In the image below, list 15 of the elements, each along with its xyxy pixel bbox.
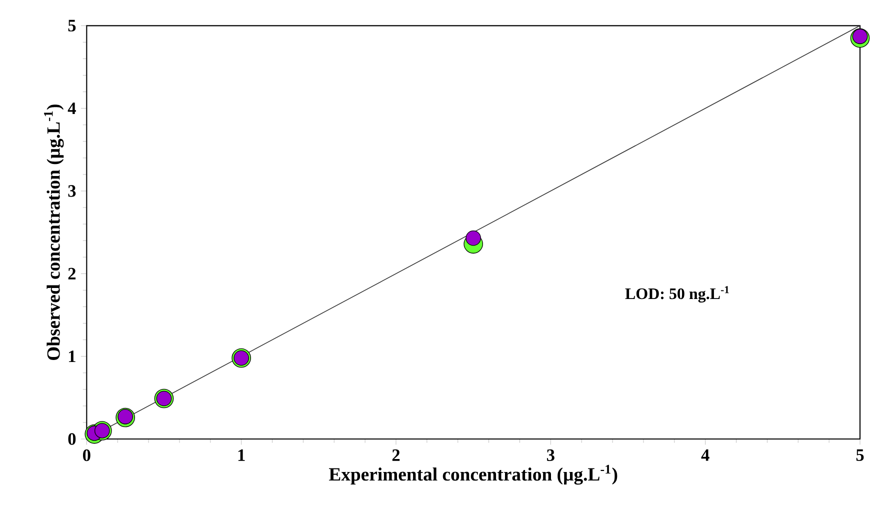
x-axis-title: Experimental concentration (µg.L$^{-1}$) xyxy=(329,464,618,485)
x-tick-label: 2 xyxy=(392,449,400,461)
y-axis-title: Observed concentration (µg.L$^{-1}$) xyxy=(44,104,64,360)
y-tick-label: 1 xyxy=(68,350,76,362)
y-tick-label: 5 xyxy=(68,20,76,32)
x-tick-label: 5 xyxy=(856,449,864,461)
x-tick-label: 0 xyxy=(83,449,90,462)
y-tick-label: 2 xyxy=(68,268,76,280)
x-tick-label: 3 xyxy=(546,449,554,462)
annotation: LOD: 50 ng.L$^{-1}$ xyxy=(625,286,729,303)
x-tick-label: 1 xyxy=(238,449,245,461)
y-tick-label: 0 xyxy=(68,433,76,445)
x-tick-label: 4 xyxy=(701,449,710,461)
y-tick-label: 4 xyxy=(68,102,76,114)
y-tick-label: 3 xyxy=(68,185,76,197)
